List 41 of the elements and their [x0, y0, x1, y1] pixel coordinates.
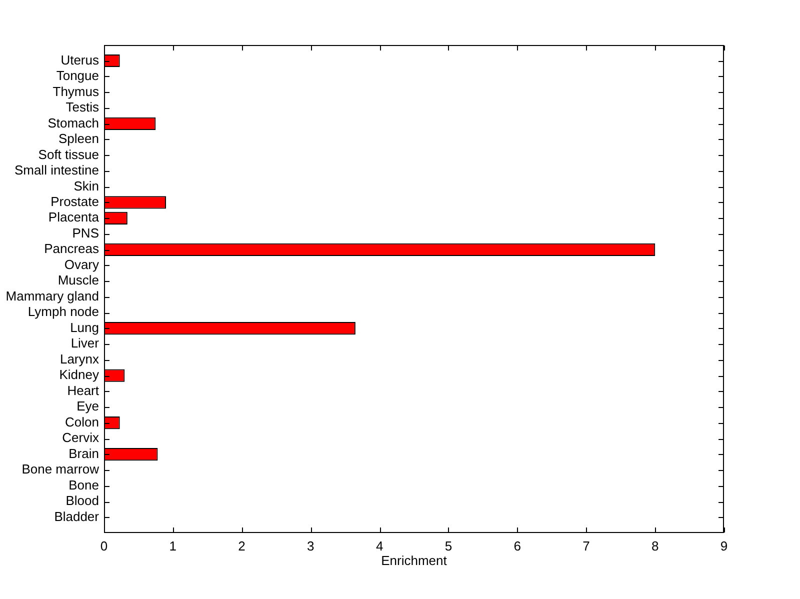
y-tick-label: Lung	[70, 320, 99, 335]
y-tick-label: PNS	[72, 225, 100, 240]
y-tick-label: Skin	[74, 178, 99, 194]
x-tick-label: 2	[238, 538, 246, 554]
x-tick-label: 1	[169, 538, 177, 554]
y-tick-label: Testis	[66, 100, 100, 115]
y-tick-label: Thymus	[52, 84, 100, 99]
y-tick-label: Liver	[70, 336, 100, 351]
x-tick-label: 3	[307, 538, 314, 554]
y-tick-label: Placenta	[48, 210, 100, 225]
y-tick-label: Eye	[76, 398, 99, 414]
y-tick-label: Spleen	[58, 131, 99, 146]
x-tick-label: 6	[514, 538, 521, 554]
y-tick-label: Muscle	[58, 272, 99, 288]
y-tick-label: Colon	[65, 414, 99, 430]
y-tick-label: Uterus	[60, 52, 100, 68]
y-tick-label: Bone	[68, 477, 99, 492]
y-tick-label: Prostate	[50, 194, 99, 209]
y-tick-label: Bladder	[54, 508, 100, 524]
y-tick-label: Brain	[68, 446, 99, 461]
y-tick-label: Small intestine	[14, 162, 99, 178]
y-tick-label: Heart	[67, 382, 100, 398]
y-tick-label: Kidney	[59, 367, 100, 382]
y-tick-label: Soft tissue	[38, 146, 99, 162]
x-tick-label: 0	[100, 538, 108, 554]
y-tick-label: Mammary gland	[6, 288, 99, 304]
y-tick-label: Tongue	[56, 68, 99, 84]
y-tick-label: Ovary	[64, 256, 100, 272]
x-tick-label: 8	[651, 538, 659, 554]
y-tick-label: Bone marrow	[22, 462, 100, 477]
y-tick-label: Blood	[66, 493, 99, 508]
y-tick-label: Pancreas	[44, 241, 100, 256]
x-tick-label: 5	[444, 538, 452, 554]
y-tick-label: Larynx	[60, 351, 100, 366]
x-tick-label: 4	[376, 538, 384, 554]
x-tick-label: 9	[720, 538, 728, 554]
y-tick-label: Cervix	[62, 430, 100, 446]
y-tick-label: Lymph node	[28, 304, 99, 320]
x-tick-label: 7	[582, 538, 590, 554]
y-tick-label: Stomach	[48, 115, 99, 130]
x-axis-title: Enrichment	[381, 552, 448, 568]
